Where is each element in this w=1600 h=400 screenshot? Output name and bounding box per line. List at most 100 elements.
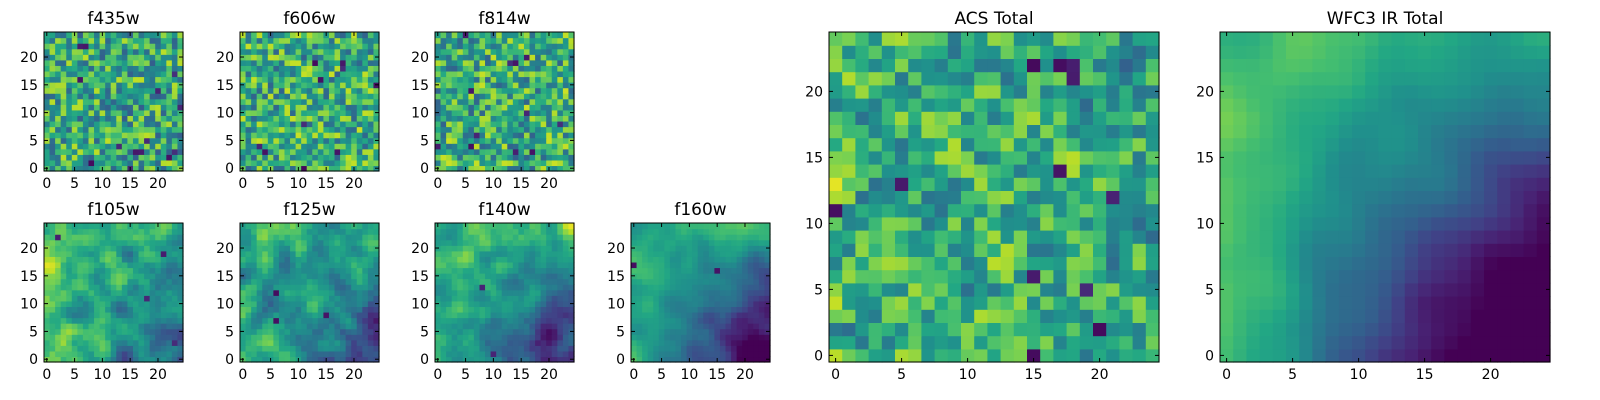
heatmap-cell [144, 32, 151, 39]
heatmap-cell [725, 256, 732, 263]
y-tick-label: 15 [411, 78, 429, 94]
heatmap-cell [116, 137, 123, 144]
heatmap-cell [362, 261, 369, 269]
heatmap-cell [546, 43, 553, 50]
heatmap-cell [334, 93, 341, 100]
heatmap-cell [160, 334, 167, 341]
heatmap-cell [262, 306, 269, 313]
heatmap-cell [758, 228, 766, 235]
heatmap-cell [462, 154, 469, 161]
heatmap-cell [647, 295, 654, 302]
heatmap-cell [49, 306, 56, 313]
x-tick-label: 0 [238, 367, 247, 383]
heatmap-cell [251, 109, 258, 116]
heatmap-cell [240, 98, 247, 105]
heatmap-cell [127, 70, 134, 78]
heatmap-cell [961, 216, 975, 231]
heatmap-cell [961, 282, 975, 297]
heatmap-cell [479, 98, 486, 105]
heatmap-cell [262, 82, 269, 89]
heatmap-cell [675, 334, 682, 341]
heatmap-cell [49, 356, 56, 363]
heatmap-cell [312, 245, 319, 252]
heatmap-cell [71, 109, 78, 116]
heatmap-cell [273, 311, 280, 319]
heatmap-cell [435, 278, 442, 285]
heatmap-cell [340, 148, 347, 155]
heatmap-cell [88, 43, 95, 50]
heatmap-cell [334, 295, 341, 302]
heatmap-cell [328, 120, 336, 128]
heatmap-cell [529, 104, 536, 111]
heatmap-cell [251, 154, 258, 161]
heatmap-cell [138, 289, 145, 296]
heatmap-cell [855, 296, 870, 310]
heatmap-cell [334, 356, 341, 363]
y-tick-label: 15 [216, 269, 234, 285]
y-tick-label: 10 [607, 297, 625, 313]
heatmap-cell [507, 154, 514, 161]
heatmap-cell [71, 104, 78, 111]
heatmap-cell [435, 70, 442, 78]
heatmap-cell [278, 261, 286, 269]
heatmap-cell [479, 59, 486, 66]
heatmap-cell [987, 282, 1002, 297]
heatmap-cell [351, 278, 358, 285]
heatmap-cell [758, 317, 766, 324]
heatmap-cell [328, 132, 336, 139]
heatmap-cell [1106, 282, 1120, 297]
heatmap-cell [895, 203, 909, 218]
heatmap-cell [1053, 348, 1068, 363]
heatmap-cell [267, 132, 274, 139]
heatmap-cell [719, 284, 727, 291]
heatmap-cell [557, 115, 564, 122]
heatmap-cell [356, 234, 363, 241]
heatmap-cell [681, 323, 688, 330]
heatmap-cell [736, 278, 743, 285]
heatmap-cell [345, 98, 352, 105]
heatmap-cell [435, 120, 442, 128]
heatmap-cell [468, 356, 475, 363]
heatmap-cell [323, 317, 330, 324]
heatmap-cell [855, 164, 870, 178]
heatmap-cell [267, 87, 274, 94]
heatmap-cell [708, 234, 715, 241]
heatmap-cell [166, 120, 173, 128]
heatmap-cell [719, 328, 727, 335]
heatmap-cell [317, 328, 324, 335]
heatmap-cell [697, 339, 704, 346]
heatmap-cell [262, 98, 269, 105]
heatmap-cell [44, 154, 51, 161]
heatmap-cell [171, 126, 179, 133]
heatmap-cell [110, 87, 117, 94]
heatmap-cell [562, 120, 570, 128]
heatmap-cell [523, 154, 531, 161]
heatmap-cell [568, 317, 575, 324]
heatmap-cell [166, 245, 173, 252]
heatmap-cell [99, 300, 106, 307]
heatmap-cell [71, 143, 78, 150]
heatmap-cell [71, 115, 78, 122]
heatmap-cell [262, 234, 269, 241]
heatmap-cell [1119, 296, 1134, 310]
heatmap-cell [99, 317, 106, 324]
heatmap-cell [284, 82, 291, 89]
heatmap-cell [473, 356, 481, 363]
heatmap-cell [273, 334, 280, 341]
heatmap-cell [351, 59, 358, 66]
heatmap-cell [373, 48, 380, 55]
heatmap-cell [116, 148, 123, 155]
heatmap-cell [523, 65, 531, 72]
heatmap-cell [881, 296, 896, 310]
heatmap-cell [501, 70, 508, 78]
heatmap-cell [736, 311, 743, 319]
heatmap-cell [440, 82, 447, 89]
heatmap-cell [457, 245, 464, 252]
heatmap-cell [105, 98, 112, 105]
heatmap-cell [636, 223, 643, 230]
heatmap-cell [373, 350, 380, 358]
heatmap-cell [323, 126, 330, 133]
heatmap-cell [155, 289, 162, 296]
heatmap-cell [647, 267, 654, 274]
heatmap-cell [160, 261, 167, 269]
